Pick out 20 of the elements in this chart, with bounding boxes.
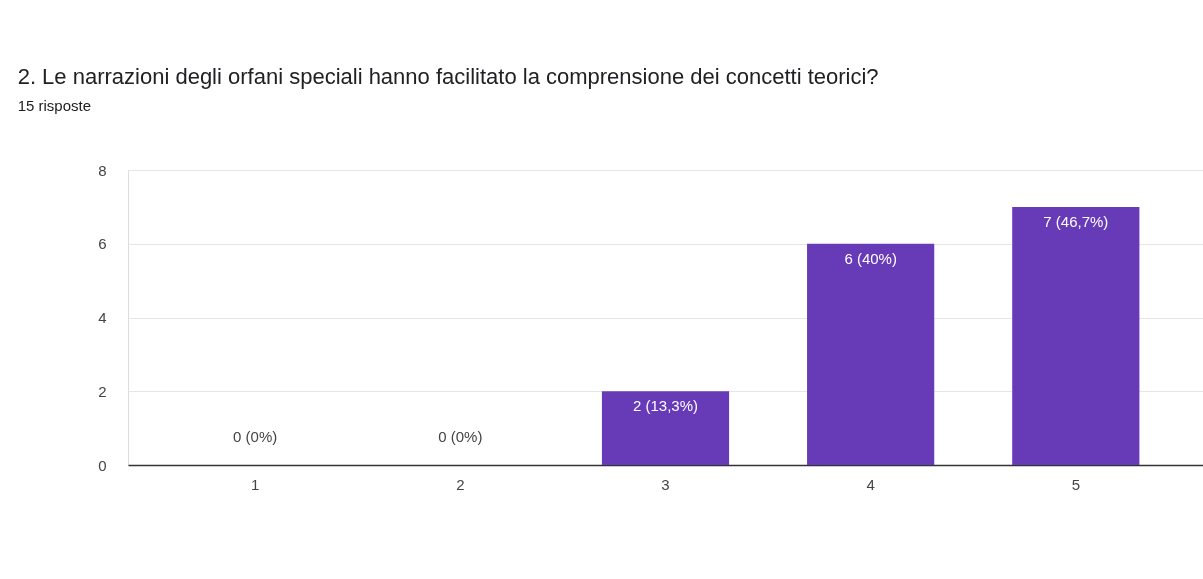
y-tick-label: 4 bbox=[98, 309, 107, 326]
data-label: 2 (13,3%) bbox=[632, 397, 699, 415]
x-tick-label: 3 bbox=[661, 475, 670, 493]
y-tick-label: 0 bbox=[98, 456, 107, 474]
bar bbox=[1012, 206, 1140, 465]
y-tick-label: 6 bbox=[98, 235, 107, 253]
data-label: 0 (0%) bbox=[438, 428, 483, 445]
y-tick-label: 8 bbox=[98, 161, 107, 179]
x-tick-label: 4 bbox=[866, 475, 875, 493]
data-label: 6 (40%) bbox=[844, 249, 897, 267]
x-tick-label: 5 bbox=[1071, 475, 1080, 493]
x-tick-label: 2 bbox=[456, 475, 465, 493]
chart-subtitle: 15 risposte bbox=[17, 97, 92, 114]
bar bbox=[601, 391, 730, 465]
y-tick-label: 2 bbox=[98, 382, 107, 400]
x-tick-label: 1 bbox=[251, 475, 260, 493]
data-label: 0 (0%) bbox=[233, 428, 278, 445]
chart-title: 2. Le narrazioni degli orfani speciali hanno facilitato la comprensione dei concetti teorici? bbox=[17, 64, 879, 89]
data-label: 7 (46,7%) bbox=[1043, 212, 1109, 230]
bar bbox=[807, 243, 935, 465]
